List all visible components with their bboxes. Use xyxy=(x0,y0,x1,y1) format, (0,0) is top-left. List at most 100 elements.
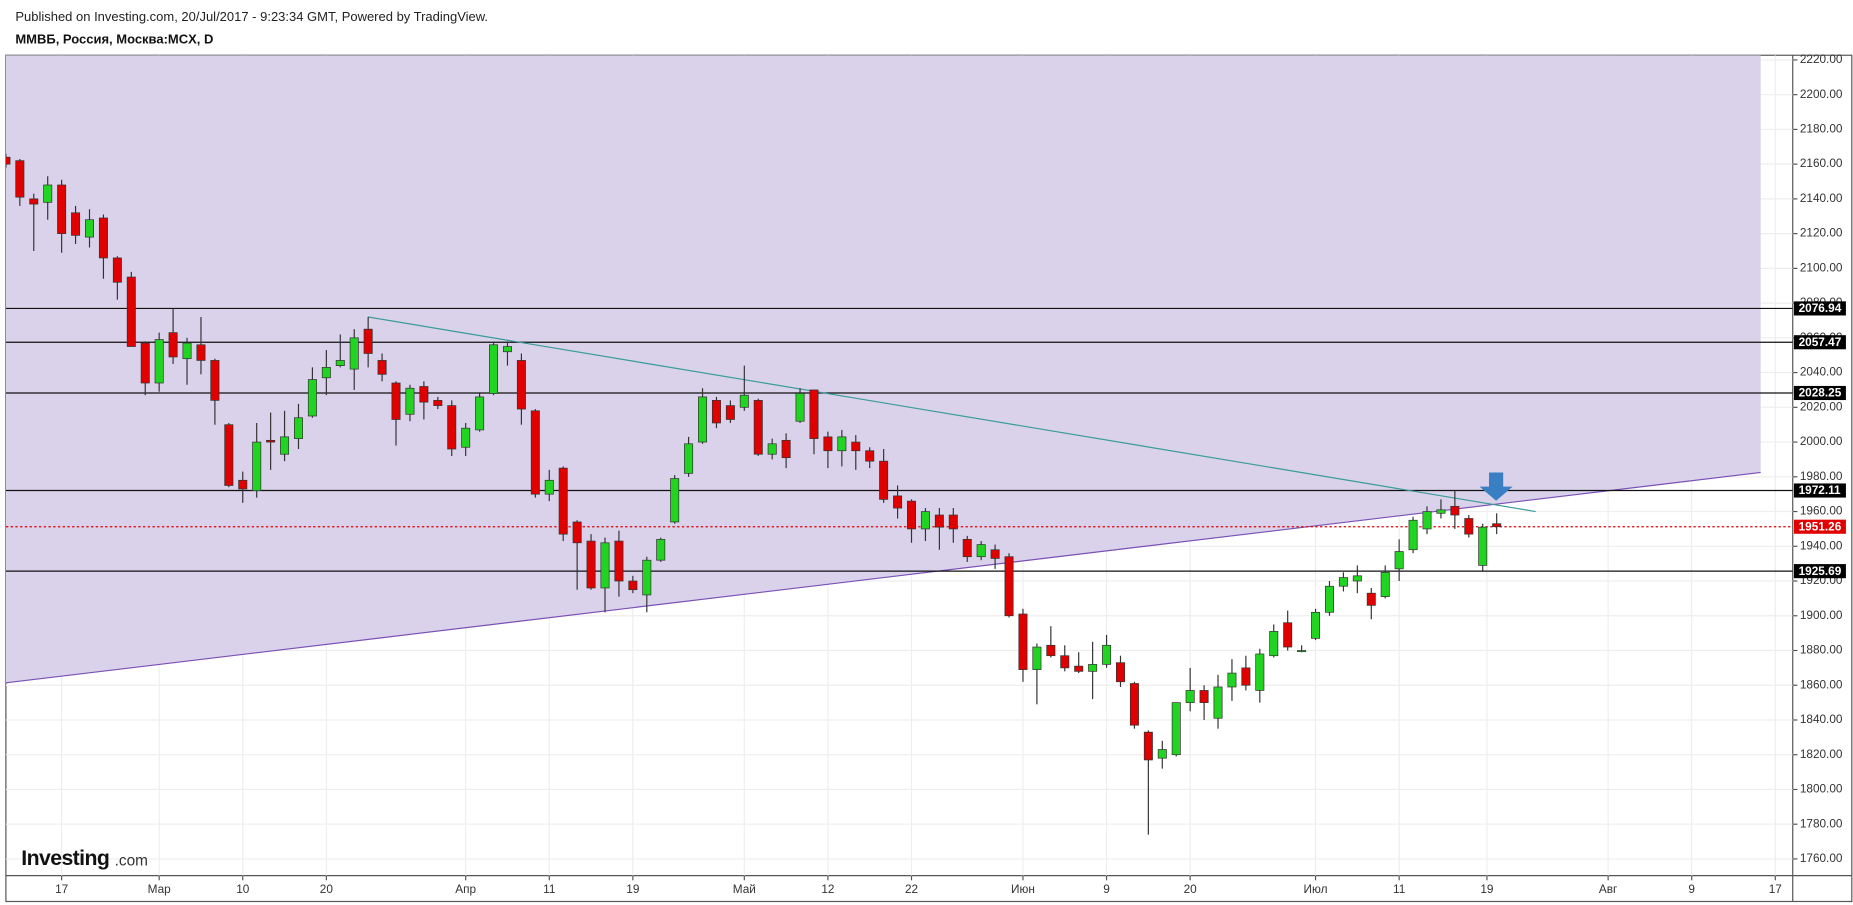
candle-body xyxy=(307,379,317,417)
level-label: 1972.11 xyxy=(1799,484,1841,497)
candle-body xyxy=(168,332,178,358)
candle-body xyxy=(85,219,94,238)
candle-body xyxy=(349,337,359,370)
chart-title: ММВБ, Россия, Москва:MCX, D xyxy=(15,31,213,46)
candle-body xyxy=(823,436,833,452)
candle-body xyxy=(71,212,81,236)
candle-body xyxy=(419,386,429,403)
candle-body xyxy=(1464,518,1474,535)
y-tick-label: 2220.00 xyxy=(1800,53,1843,66)
candle-body xyxy=(990,549,1000,559)
candle-body xyxy=(670,478,680,523)
candle-body xyxy=(1283,622,1293,648)
candle-body xyxy=(781,439,791,459)
candle-body xyxy=(126,276,136,347)
candle-body xyxy=(1352,575,1362,582)
candle-body xyxy=(1227,672,1237,688)
x-tick-label: 9 xyxy=(1103,883,1110,896)
candle-body xyxy=(140,342,150,384)
x-tick-label: 20 xyxy=(1184,883,1198,896)
candle-body xyxy=(182,342,192,360)
level-label-bg xyxy=(1793,301,1846,316)
candle-body xyxy=(809,389,819,439)
y-tick-label: 1900.00 xyxy=(1800,609,1843,622)
candle-body xyxy=(1324,585,1334,613)
candle-body xyxy=(1171,702,1181,756)
candle-body xyxy=(238,479,248,490)
candle-body xyxy=(98,217,108,259)
price-label: 1951.26 xyxy=(1799,520,1842,533)
y-tick-label: 2040.00 xyxy=(1800,366,1843,379)
x-tick-label: 12 xyxy=(821,883,834,896)
y-tick-label: 1860.00 xyxy=(1800,678,1843,691)
candle-body xyxy=(516,360,526,410)
x-tick-label: 11 xyxy=(543,883,555,896)
candle-body xyxy=(1269,631,1279,657)
candle-body xyxy=(1478,526,1488,566)
candle-body xyxy=(1018,613,1028,670)
candle-body xyxy=(280,436,290,455)
candle-body xyxy=(1436,509,1446,514)
candle-body xyxy=(1060,655,1070,669)
x-tick-label: Мар xyxy=(148,883,172,896)
logo: Investing xyxy=(21,847,109,870)
candle-body xyxy=(1032,646,1042,670)
candle-body xyxy=(15,160,25,198)
candle-body xyxy=(725,405,735,420)
candle-body xyxy=(377,360,387,375)
candle-body xyxy=(1241,667,1251,686)
candle-body xyxy=(1450,505,1460,516)
x-tick-label: 17 xyxy=(1769,883,1782,896)
candle-body xyxy=(224,424,234,486)
y-tick-label: 1880.00 xyxy=(1800,644,1843,657)
y-tick-label: 1840.00 xyxy=(1800,713,1843,726)
header: Published on Investing.com, 20/Jul/2017 … xyxy=(15,9,488,24)
plot-area xyxy=(5,55,1793,876)
candle-body xyxy=(1046,644,1056,657)
candle-body xyxy=(335,360,345,366)
candle-body xyxy=(753,400,763,455)
candle-body xyxy=(1366,592,1376,606)
y-tick-label: 1980.00 xyxy=(1800,470,1843,483)
channel-line xyxy=(5,471,1761,684)
candle-body xyxy=(502,346,512,353)
x-tick-label: 19 xyxy=(626,883,639,896)
candle-body xyxy=(1157,749,1167,759)
candle-body xyxy=(489,344,499,394)
candle-body xyxy=(154,339,164,384)
candle-body xyxy=(1004,556,1014,617)
candle-body xyxy=(628,580,638,591)
candle-body xyxy=(656,538,666,561)
candle-body xyxy=(1408,519,1418,551)
level-label: 2057.47 xyxy=(1799,336,1842,349)
price-label-bg xyxy=(1793,519,1846,534)
candle-body xyxy=(1143,731,1153,761)
candle-body xyxy=(558,467,568,535)
candle-body xyxy=(600,542,610,589)
level-label-bg xyxy=(1793,385,1846,401)
y-tick-label: 2140.00 xyxy=(1800,192,1843,205)
candle-body xyxy=(698,396,708,443)
candle-body xyxy=(795,393,805,422)
y-tick-label: 2020.00 xyxy=(1800,400,1843,413)
candle-body xyxy=(586,540,596,589)
y-tick-label: 2100.00 xyxy=(1800,261,1843,274)
candle-body xyxy=(461,427,471,448)
y-tick-label: 2120.00 xyxy=(1800,227,1843,240)
candle-body xyxy=(530,410,540,495)
candle-body xyxy=(1116,662,1125,683)
candle-body xyxy=(1394,551,1404,570)
candle-body xyxy=(893,495,903,509)
level-label-bg xyxy=(1793,483,1846,498)
candle-body xyxy=(1074,665,1084,672)
candle-body xyxy=(475,396,485,431)
candle-body xyxy=(837,436,847,452)
candle-body xyxy=(293,417,303,439)
x-tick-label: Апр xyxy=(455,883,476,896)
candle-body xyxy=(112,257,122,283)
candle-body xyxy=(1102,644,1112,665)
candle-body xyxy=(447,405,457,450)
y-tick-label: 1760.00 xyxy=(1800,852,1843,865)
